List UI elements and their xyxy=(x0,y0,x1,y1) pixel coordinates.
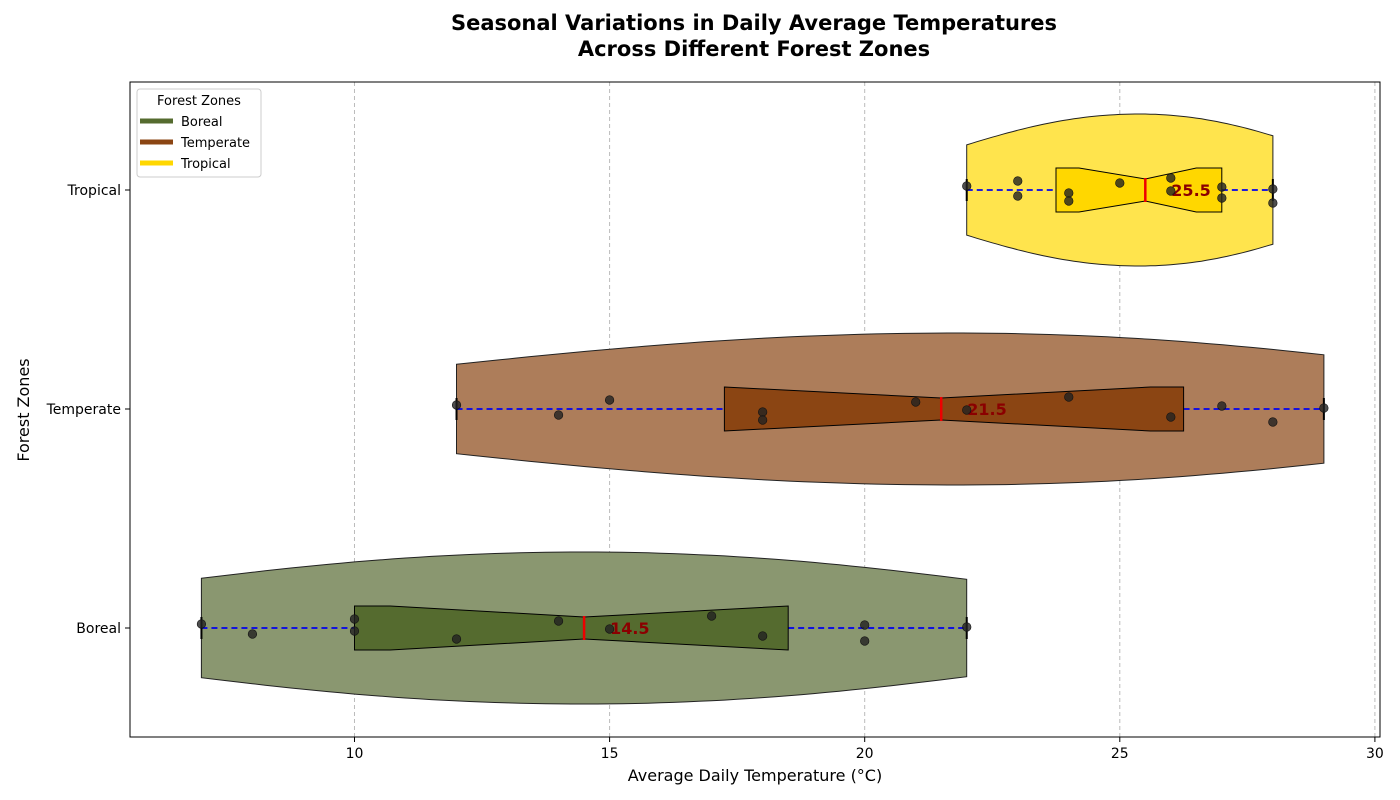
median-label: 21.5 xyxy=(967,400,1006,419)
legend-label-temperate: Temperate xyxy=(180,136,250,151)
data-point xyxy=(553,616,564,626)
x-axis: 10 15 20 25 30 xyxy=(346,737,1384,762)
data-point xyxy=(451,634,462,644)
y-axis: Boreal Temperate Tropical xyxy=(46,183,130,637)
x-tick-label: 15 xyxy=(601,746,619,762)
data-point xyxy=(1064,196,1074,206)
y-tick-label: Temperate xyxy=(46,402,121,418)
data-point xyxy=(860,620,870,630)
legend-label-boreal: Boreal xyxy=(181,115,223,130)
data-point xyxy=(1268,184,1278,194)
data-point xyxy=(1064,188,1074,198)
data-point xyxy=(1217,182,1227,192)
data-point xyxy=(1166,173,1176,183)
x-tick-label: 25 xyxy=(1111,746,1129,762)
legend-label-tropical: Tropical xyxy=(180,157,231,172)
data-point xyxy=(860,636,870,646)
data-point xyxy=(1166,412,1176,422)
legend-box xyxy=(136,88,262,178)
data-point xyxy=(1064,392,1074,402)
data-point xyxy=(604,624,615,634)
data-point xyxy=(196,619,207,629)
data-point xyxy=(1013,191,1023,201)
chart-title-line1: Seasonal Variations in Daily Average Tem… xyxy=(450,11,1058,35)
chart-title-line2: Across Different Forest Zones xyxy=(577,37,931,61)
y-tick-label: Boreal xyxy=(76,621,121,637)
data-point xyxy=(349,614,360,624)
data-point xyxy=(553,410,564,420)
data-point xyxy=(962,181,972,191)
data-point xyxy=(758,407,768,417)
legend: Forest Zones Boreal Temperate Tropical xyxy=(136,88,262,178)
data-point xyxy=(1217,401,1227,411)
data-point xyxy=(1166,186,1176,196)
x-tick-label: 20 xyxy=(856,746,874,762)
median-label: 25.5 xyxy=(1171,181,1210,200)
y-axis-label: Forest Zones xyxy=(14,358,33,461)
y-tick-label: Tropical xyxy=(67,183,121,199)
data-point xyxy=(1319,403,1329,413)
data-point xyxy=(1268,198,1278,208)
legend-title: Forest Zones xyxy=(157,94,241,109)
x-tick-label: 30 xyxy=(1366,746,1384,762)
data-point xyxy=(1268,417,1278,427)
x-axis-label: Average Daily Temperature (°C) xyxy=(628,766,882,785)
data-point xyxy=(962,405,972,415)
data-point xyxy=(707,611,717,621)
chart-title: Seasonal Variations in Daily Average Tem… xyxy=(54,10,1400,62)
data-point xyxy=(911,397,921,407)
median-label: 14.5 xyxy=(610,619,649,638)
data-points xyxy=(196,173,1329,646)
data-point xyxy=(247,629,258,639)
data-point xyxy=(1217,193,1227,203)
data-point xyxy=(758,415,768,425)
data-point xyxy=(349,626,360,636)
data-point xyxy=(1013,176,1023,186)
box-tropical xyxy=(1055,167,1223,213)
data-point xyxy=(758,631,768,641)
data-point xyxy=(1115,178,1125,188)
data-point xyxy=(604,395,615,405)
data-point xyxy=(451,400,462,410)
data-point xyxy=(962,622,972,632)
x-tick-label: 10 xyxy=(346,746,364,762)
box-boreal xyxy=(354,605,789,651)
